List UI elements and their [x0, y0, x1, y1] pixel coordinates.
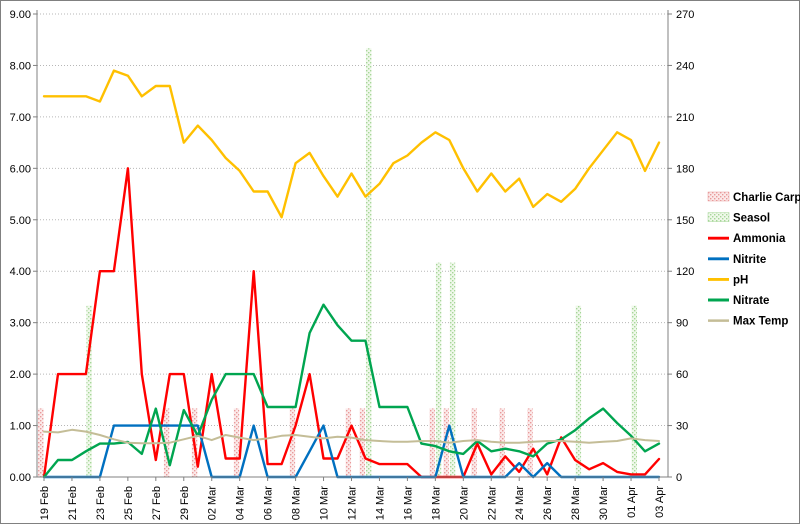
y-axis-left-label: 6.00 — [10, 163, 31, 175]
legend-label: Ammonia — [733, 233, 786, 245]
legend-item: Max Temp — [708, 316, 788, 328]
x-axis-label: 25 Feb — [123, 486, 135, 520]
y-axis-left-label: 5.00 — [10, 215, 31, 227]
charlie-carp-bar — [359, 408, 366, 477]
y-axis-right-label: 240 — [676, 60, 694, 72]
x-axis-label: 06 Mar — [263, 486, 275, 521]
seasol-series — [86, 48, 637, 477]
legend-label: Charlie Carp — [733, 192, 800, 204]
y-axis-left-label: 3.00 — [10, 318, 31, 330]
seasol-bar — [449, 262, 456, 477]
legend-item: Nitrite — [708, 254, 766, 266]
x-axis-label: 21 Feb — [67, 486, 79, 520]
x-axis-label: 02 Mar — [207, 486, 219, 521]
y-axis-left-label: 1.00 — [10, 421, 31, 433]
ammonia-line — [42, 167, 661, 479]
y-axis-left-label: 8.00 — [10, 60, 31, 72]
x-axis-label: 23 Feb — [95, 486, 107, 520]
y-axis-right-label: 150 — [676, 215, 694, 227]
y-axis-left-label: 7.00 — [10, 112, 31, 124]
y-axis-right-label: 0 — [676, 472, 682, 484]
x-axis-label: 19 Feb — [39, 486, 51, 520]
legend: Charlie Carp Seasol Ammonia Nitrite pH Nitrat… — [707, 191, 800, 328]
legend-swatch-seasol — [707, 212, 730, 222]
y-axis-right-label: 120 — [676, 266, 694, 278]
legend-item: pH — [708, 274, 748, 286]
seasol-bar — [435, 262, 442, 477]
x-axis-label: 20 Mar — [458, 486, 470, 521]
y-axis-right-label: 270 — [676, 9, 694, 21]
x-axis-label: 03 Apr — [654, 486, 666, 518]
max-temp-line — [43, 428, 660, 445]
legend-item: Seasol — [707, 212, 770, 225]
legend-label: pH — [733, 274, 748, 286]
charlie-carp-bar — [38, 408, 44, 477]
legend-label: Nitrate — [733, 295, 769, 307]
charlie-carp-bar — [429, 408, 435, 477]
y-axis-left-label: 2.00 — [10, 369, 31, 381]
y-axis-right-label: 180 — [676, 163, 694, 175]
seasol-bar — [631, 305, 637, 477]
legend-item: Nitrate — [708, 295, 769, 307]
charlie-carp-bar — [289, 408, 296, 477]
legend-label: Max Temp — [733, 316, 788, 328]
x-axis-label: 12 Mar — [347, 486, 359, 521]
legend-label: Nitrite — [733, 254, 766, 266]
ph-line — [42, 69, 661, 219]
x-axis-label: 04 Mar — [235, 486, 247, 521]
x-axis-label: 18 Mar — [430, 486, 442, 521]
charlie-carp-bar — [345, 408, 352, 477]
x-axis-label: 08 Mar — [291, 486, 303, 521]
y-axis-right-label: 60 — [676, 369, 688, 381]
x-axis-label: 14 Mar — [374, 486, 386, 521]
legend-item: Ammonia — [708, 233, 786, 245]
x-axis-label: 10 Mar — [319, 486, 331, 521]
y-axis-left-label: 0.00 — [10, 472, 31, 484]
y-axis-right-label: 210 — [676, 112, 694, 124]
seasol-bar — [575, 305, 582, 477]
seasol-bar — [86, 305, 92, 477]
legend-label: Seasol — [733, 213, 770, 225]
charlie-carp-bar — [233, 408, 240, 477]
x-axis-label: 28 Mar — [570, 486, 582, 521]
y-axis-right-label: 30 — [676, 421, 688, 433]
legend-item: Charlie Carp — [707, 191, 800, 204]
y-axis-left-label: 4.00 — [10, 266, 31, 278]
x-axis-label: 30 Mar — [598, 486, 610, 521]
x-axis-label: 16 Mar — [402, 486, 414, 521]
y-axis-right-label: 90 — [676, 318, 688, 330]
y-axis-left-label: 9.00 — [10, 9, 31, 21]
x-axis-label: 22 Mar — [486, 486, 498, 521]
seasol-bar — [365, 48, 372, 477]
x-axis-label: 01 Apr — [626, 486, 638, 518]
legend-swatch-charlie-carp — [707, 191, 730, 202]
x-axis-label: 24 Mar — [514, 486, 526, 521]
x-axis-label: 29 Feb — [179, 486, 191, 520]
x-axis-label: 27 Feb — [151, 486, 163, 520]
x-axis-label: 26 Mar — [542, 486, 554, 521]
